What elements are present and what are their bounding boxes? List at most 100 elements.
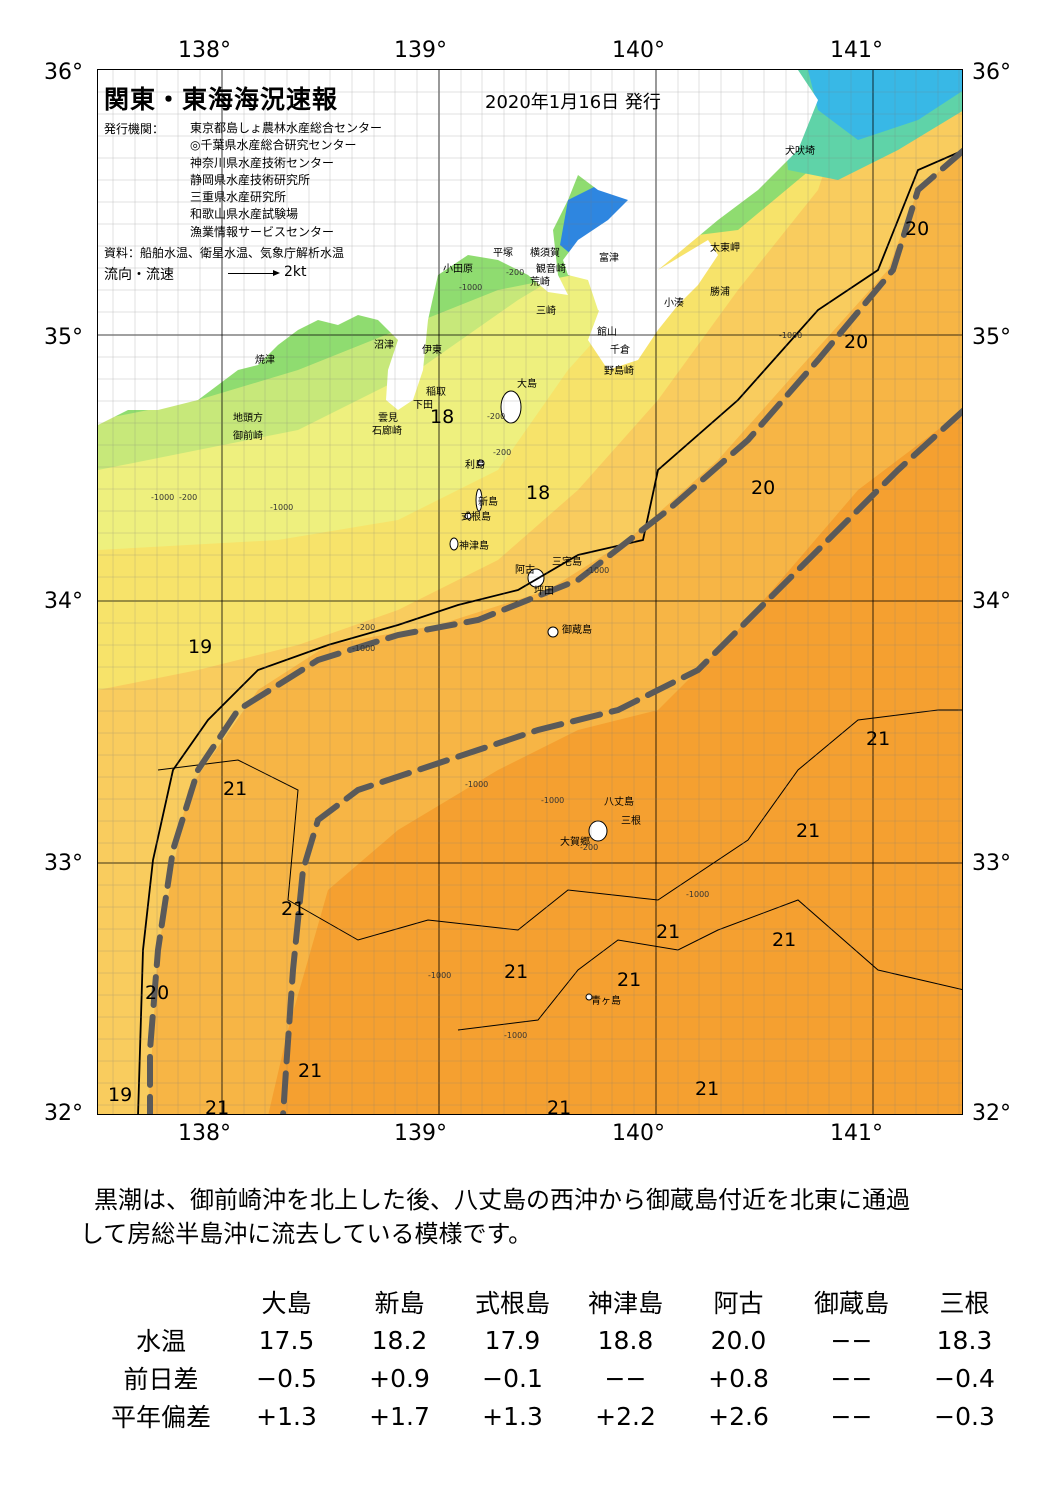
lat-label-left-36: 36° bbox=[44, 60, 83, 85]
place-label: 御蔵島 bbox=[562, 625, 592, 636]
depth-contour-label: -1000 bbox=[504, 1031, 528, 1040]
island-shikinejima bbox=[464, 512, 472, 520]
depth-contour-label: -1000 bbox=[779, 331, 803, 340]
place-label: 大島 bbox=[517, 379, 537, 390]
depth-contour-label: -1000 bbox=[459, 283, 483, 292]
table-cell: −− bbox=[830, 1401, 873, 1431]
place-label: 新島 bbox=[478, 497, 498, 508]
issuer-item: 神奈川県水産技術センター bbox=[190, 155, 335, 170]
table-column-header: 阿古 bbox=[713, 1289, 764, 1318]
legend-arrow-icon bbox=[228, 270, 280, 276]
temperature-label: 20 bbox=[751, 477, 776, 499]
place-label: 下田 bbox=[413, 400, 433, 411]
table-cell: +1.3 bbox=[256, 1401, 317, 1431]
temperature-label: 21 bbox=[772, 929, 797, 951]
lat-label-right-32: 32° bbox=[972, 1101, 1011, 1126]
table-column-header: 大島 bbox=[261, 1289, 312, 1318]
place-label: 稲取 bbox=[426, 387, 446, 398]
table-column-header: 三根 bbox=[939, 1289, 990, 1318]
table-cell: −0.4 bbox=[934, 1363, 995, 1393]
place-label: 三崎 bbox=[536, 306, 556, 317]
table-cell: +1.3 bbox=[482, 1401, 543, 1431]
lon-label-top-138: 138° bbox=[178, 38, 231, 63]
place-label: 御前崎 bbox=[233, 431, 263, 442]
depth-contour-label: -200 bbox=[580, 843, 599, 852]
place-label: 沼津 bbox=[374, 340, 394, 351]
temperature-label: 21 bbox=[281, 898, 306, 920]
place-label: 阿古 bbox=[515, 565, 535, 576]
place-label: 伊東 bbox=[422, 345, 442, 356]
island-mikurajima bbox=[547, 626, 559, 638]
lat-label-right-36: 36° bbox=[972, 60, 1011, 85]
temperature-label: 21 bbox=[298, 1060, 323, 1082]
place-label: 神津島 bbox=[459, 541, 489, 552]
kuroshio-axis-line-offshore bbox=[280, 407, 962, 1114]
issuer-item: 和歌山県水産試験場 bbox=[190, 207, 299, 222]
issuer-item: 東京都島しょ農林水産総合センター bbox=[190, 121, 383, 135]
temperature-label: 18 bbox=[526, 482, 551, 504]
temperature-label: 19 bbox=[188, 636, 213, 658]
island-kozushima bbox=[449, 537, 459, 551]
depth-contour-label: -200 bbox=[357, 623, 376, 632]
place-label: 利島 bbox=[465, 460, 485, 471]
table-corner bbox=[92, 1283, 230, 1321]
depth-contour-label: -1000 bbox=[465, 780, 489, 789]
place-label: 千倉 bbox=[610, 345, 630, 356]
lon-label-top-140: 140° bbox=[612, 38, 665, 63]
table-row: 水温 17.5 18.2 17.9 18.8 20.0 −− 18.3 bbox=[92, 1321, 1021, 1359]
depth-contour-label: -1000 bbox=[686, 890, 710, 899]
place-label: 館山 bbox=[597, 327, 617, 338]
depth-contour-label: -1000 bbox=[352, 644, 376, 653]
summary-line-2: して房総半島沖に流去している模様です。 bbox=[80, 1220, 533, 1248]
temperature-label: 21 bbox=[866, 728, 891, 750]
temperature-label: 21 bbox=[617, 969, 642, 991]
place-label: 焼津 bbox=[255, 355, 275, 366]
depth-contour-label: -1000 bbox=[270, 503, 294, 512]
table-column-header: 御蔵島 bbox=[813, 1289, 889, 1318]
temperature-label: 19 bbox=[108, 1084, 133, 1106]
data-source: 資料：船舶水温、衛星水温、気象庁解析水温 bbox=[104, 246, 345, 260]
map-canvas bbox=[98, 70, 962, 1114]
temperature-label: 21 bbox=[205, 1097, 230, 1119]
lat-label-left-35: 35° bbox=[44, 325, 83, 350]
table-header-row: 大島 新島 式根島 神津島 阿古 御蔵島 三根 bbox=[92, 1283, 1021, 1321]
table-cell: +0.9 bbox=[369, 1363, 430, 1393]
table-cell: 18.8 bbox=[597, 1325, 654, 1355]
place-label: 地頭方 bbox=[233, 413, 263, 424]
lat-label-right-35: 35° bbox=[972, 325, 1011, 350]
lat-label-left-33: 33° bbox=[44, 851, 83, 876]
lat-label-left-32: 32° bbox=[44, 1101, 83, 1126]
issuer-label: 発行機関： bbox=[104, 122, 165, 136]
table-cell: 18.3 bbox=[936, 1325, 993, 1355]
island-aogashima bbox=[585, 993, 593, 1001]
lon-label-bottom-140: 140° bbox=[612, 1121, 665, 1146]
place-label: 横須賀 bbox=[530, 248, 560, 259]
land-boso-peninsula bbox=[588, 240, 718, 370]
place-label: 野島崎 bbox=[604, 366, 634, 377]
depth-contour-label: -1000 bbox=[151, 493, 175, 502]
temperature-label: 18 bbox=[430, 406, 455, 428]
temperature-label: 21 bbox=[796, 820, 821, 842]
table-column-header: 新島 bbox=[374, 1289, 425, 1318]
lon-label-bottom-138: 138° bbox=[178, 1121, 231, 1146]
isotherm-line-21 bbox=[157, 709, 962, 941]
place-label: 式根島 bbox=[461, 512, 491, 523]
place-label: 三根 bbox=[621, 816, 641, 827]
place-label: 三宅島 bbox=[552, 557, 582, 568]
temperature-label: 20 bbox=[145, 982, 170, 1004]
temperature-label: 21 bbox=[504, 961, 529, 983]
place-label: 坪田 bbox=[534, 586, 554, 597]
table-cell: −0.3 bbox=[934, 1401, 995, 1431]
legend-unit: 2kt bbox=[284, 264, 307, 280]
place-label: 富津 bbox=[599, 253, 619, 264]
depth-contour-label: -200 bbox=[487, 412, 506, 421]
issuer-item: ◎千葉県水産総合研究センター bbox=[190, 138, 357, 153]
depth-contour-label: -1000 bbox=[428, 971, 452, 980]
depth-contour-label: -200 bbox=[179, 493, 198, 502]
lat-label-right-33: 33° bbox=[972, 851, 1011, 876]
place-label: 石廊崎 bbox=[372, 426, 402, 437]
table-cell: −0.1 bbox=[482, 1363, 543, 1393]
depth-contour-label: -200 bbox=[506, 268, 525, 277]
table-cell: 17.5 bbox=[258, 1325, 315, 1355]
sea-band-cyan bbox=[808, 70, 962, 140]
